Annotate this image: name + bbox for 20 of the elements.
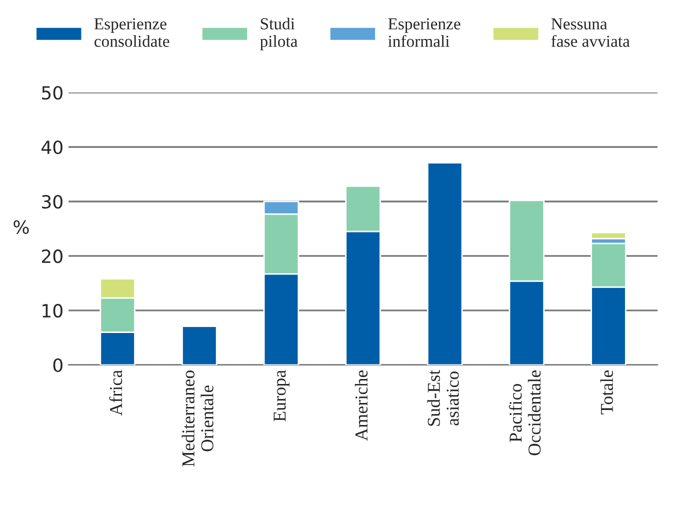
x-tick-label: Mediterraneo Orientale xyxy=(182,370,214,467)
legend-label: Esperienze informali xyxy=(388,18,460,47)
y-tick-label: 10 xyxy=(42,304,62,318)
y-tick-label: 20 xyxy=(42,249,62,264)
legend-label: Nessuna fase avviata xyxy=(551,18,630,47)
y-axis-title: % xyxy=(14,220,29,234)
x-tick-label: Totale xyxy=(600,370,614,414)
x-tick-label: Pacifico Occidentale xyxy=(508,370,541,456)
legend-label: Esperienze consolidate xyxy=(94,18,170,47)
x-tick-label: Africa xyxy=(109,370,122,416)
x-tick-label: Americhe xyxy=(354,370,368,441)
y-tick-label: 50 xyxy=(42,86,62,100)
legend-label: Studi pilota xyxy=(260,18,298,50)
bar xyxy=(182,326,218,365)
x-tick-label: Europa xyxy=(274,370,290,422)
x-tick-label: Sud-Est asiatico xyxy=(427,370,459,426)
y-tick-label: 30 xyxy=(42,194,62,209)
y-tick-label: 40 xyxy=(42,140,62,154)
y-tick-label: 0 xyxy=(53,358,62,372)
bar xyxy=(426,162,463,365)
